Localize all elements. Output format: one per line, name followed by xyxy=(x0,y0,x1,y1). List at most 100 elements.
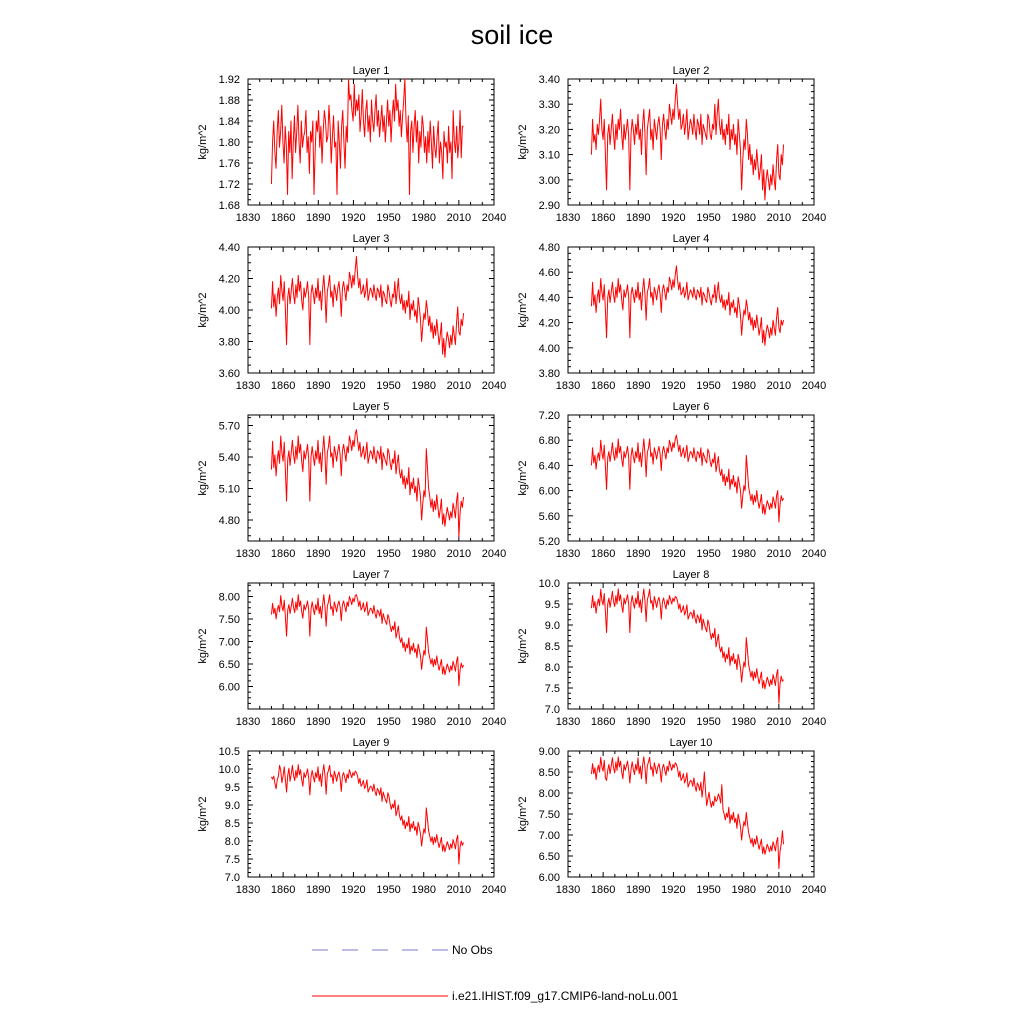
x-tick-label: 1860 xyxy=(271,380,295,392)
panel-title: Layer 5 xyxy=(353,401,390,413)
x-tick-label: 1890 xyxy=(626,884,650,896)
y-tick-label: 3.60 xyxy=(219,368,240,380)
series-line-1 xyxy=(270,255,465,358)
x-tick-label: 1830 xyxy=(556,212,580,224)
y-axis-label: kg/m^2 xyxy=(517,292,529,327)
x-tick-label: 1920 xyxy=(341,716,365,728)
x-tick-label: 1830 xyxy=(236,212,260,224)
legend: No Obs i.e21.IHIST.f09_g17.CMIP6-land-no… xyxy=(312,943,678,1003)
y-tick-label: 4.80 xyxy=(539,242,560,254)
y-tick-label: 7.0 xyxy=(545,704,560,716)
plot-frame xyxy=(247,582,495,710)
x-tick-label: 1890 xyxy=(626,380,650,392)
y-axis-label: kg/m^2 xyxy=(197,124,209,159)
y-axis-label: kg/m^2 xyxy=(197,796,209,831)
x-tick-label: 2010 xyxy=(767,380,791,392)
series-line-1 xyxy=(270,429,465,538)
series-line-1 xyxy=(590,265,785,346)
y-axis-label: kg/m^2 xyxy=(517,124,529,159)
plot-frame xyxy=(247,414,495,542)
panel-title: Layer 8 xyxy=(673,569,710,581)
x-tick-label: 1830 xyxy=(556,548,580,560)
y-axis-label: kg/m^2 xyxy=(197,292,209,327)
y-tick-label: 3.80 xyxy=(539,368,560,380)
panel-layer-9: Layer 9 kg/m^2 1830 1860 1890 1920 1950 1980 201… xyxy=(197,737,506,896)
series-line-1 xyxy=(590,83,785,201)
y-axis-label: kg/m^2 xyxy=(517,796,529,831)
figure-title: soil ice xyxy=(471,20,554,50)
panel-title: Layer 7 xyxy=(353,569,390,581)
x-tick-label: 1980 xyxy=(411,716,435,728)
y-tick-label: 10.5 xyxy=(219,746,240,758)
x-tick-label: 2040 xyxy=(802,716,826,728)
y-axis-label: kg/m^2 xyxy=(517,628,529,663)
x-tick-label: 1920 xyxy=(341,884,365,896)
x-tick-label: 1860 xyxy=(271,212,295,224)
y-tick-label: 6.00 xyxy=(539,486,560,498)
y-tick-label: 2.90 xyxy=(539,200,560,212)
x-tick-label: 1890 xyxy=(626,548,650,560)
panel-title: Layer 9 xyxy=(353,737,390,749)
x-tick-label: 1920 xyxy=(661,884,685,896)
y-tick-label: 1.84 xyxy=(219,116,240,128)
x-tick-label: 1860 xyxy=(591,212,615,224)
y-tick-label: 8.50 xyxy=(539,767,560,779)
y-tick-label: 5.40 xyxy=(219,452,240,464)
y-tick-label: 8.00 xyxy=(539,788,560,800)
panel-title: Layer 6 xyxy=(673,401,710,413)
x-tick-label: 2010 xyxy=(767,212,791,224)
x-tick-label: 1860 xyxy=(271,884,295,896)
y-tick-label: 8.0 xyxy=(225,836,240,848)
x-tick-label: 1950 xyxy=(376,884,400,896)
x-tick-label: 1920 xyxy=(661,212,685,224)
y-tick-label: 8.0 xyxy=(545,662,560,674)
panel-layer-10: Layer 10 kg/m^2 1830 1860 1890 1920 1950 1980 20… xyxy=(517,737,826,896)
panel-title: Layer 2 xyxy=(673,65,710,77)
x-tick-label: 1950 xyxy=(376,548,400,560)
y-tick-label: 6.40 xyxy=(539,460,560,472)
y-tick-label: 4.20 xyxy=(539,318,560,330)
panel-layer-4: Layer 4 kg/m^2 1830 1860 1890 1920 1950 1980 201… xyxy=(517,233,826,392)
x-tick-label: 2010 xyxy=(447,884,471,896)
y-tick-label: 7.5 xyxy=(545,683,560,695)
legend-no-obs-label: No Obs xyxy=(452,943,493,957)
panel-layer-1: Layer 1 kg/m^2 1830 1860 1890 1920 1950 1980 201… xyxy=(197,65,506,224)
y-tick-label: 5.10 xyxy=(219,484,240,496)
y-tick-label: 1.80 xyxy=(219,137,240,149)
x-tick-label: 2010 xyxy=(447,212,471,224)
x-tick-label: 1890 xyxy=(306,716,330,728)
y-tick-label: 6.00 xyxy=(219,682,240,694)
x-tick-label: 2040 xyxy=(482,380,506,392)
y-tick-label: 7.0 xyxy=(225,872,240,884)
y-tick-label: 1.76 xyxy=(219,158,240,170)
y-tick-label: 4.80 xyxy=(219,515,240,527)
y-tick-label: 3.00 xyxy=(539,175,560,187)
x-tick-label: 2040 xyxy=(802,212,826,224)
panel-layer-5: Layer 5 kg/m^2 1830 1860 1890 1920 1950 1980 201… xyxy=(197,401,506,560)
y-tick-label: 4.60 xyxy=(539,267,560,279)
series-line-1 xyxy=(590,434,784,523)
y-tick-label: 10.0 xyxy=(539,578,560,590)
y-tick-label: 3.80 xyxy=(219,337,240,349)
y-tick-label: 8.00 xyxy=(219,592,240,604)
y-tick-label: 7.5 xyxy=(225,854,240,866)
x-tick-label: 2040 xyxy=(482,884,506,896)
x-tick-label: 2040 xyxy=(482,716,506,728)
x-tick-label: 1980 xyxy=(731,884,755,896)
x-tick-label: 1860 xyxy=(591,380,615,392)
x-tick-label: 2010 xyxy=(447,380,471,392)
x-tick-label: 1830 xyxy=(236,716,260,728)
x-tick-label: 1950 xyxy=(696,380,720,392)
x-tick-label: 1980 xyxy=(411,212,435,224)
y-tick-label: 4.40 xyxy=(219,242,240,254)
x-tick-label: 1860 xyxy=(271,716,295,728)
y-tick-label: 1.68 xyxy=(219,200,240,212)
y-tick-label: 9.00 xyxy=(539,746,560,758)
x-tick-label: 1890 xyxy=(306,380,330,392)
x-tick-label: 1830 xyxy=(236,548,260,560)
x-tick-label: 1830 xyxy=(556,380,580,392)
x-tick-label: 1980 xyxy=(731,380,755,392)
x-tick-label: 1950 xyxy=(376,212,400,224)
x-tick-label: 1830 xyxy=(236,884,260,896)
